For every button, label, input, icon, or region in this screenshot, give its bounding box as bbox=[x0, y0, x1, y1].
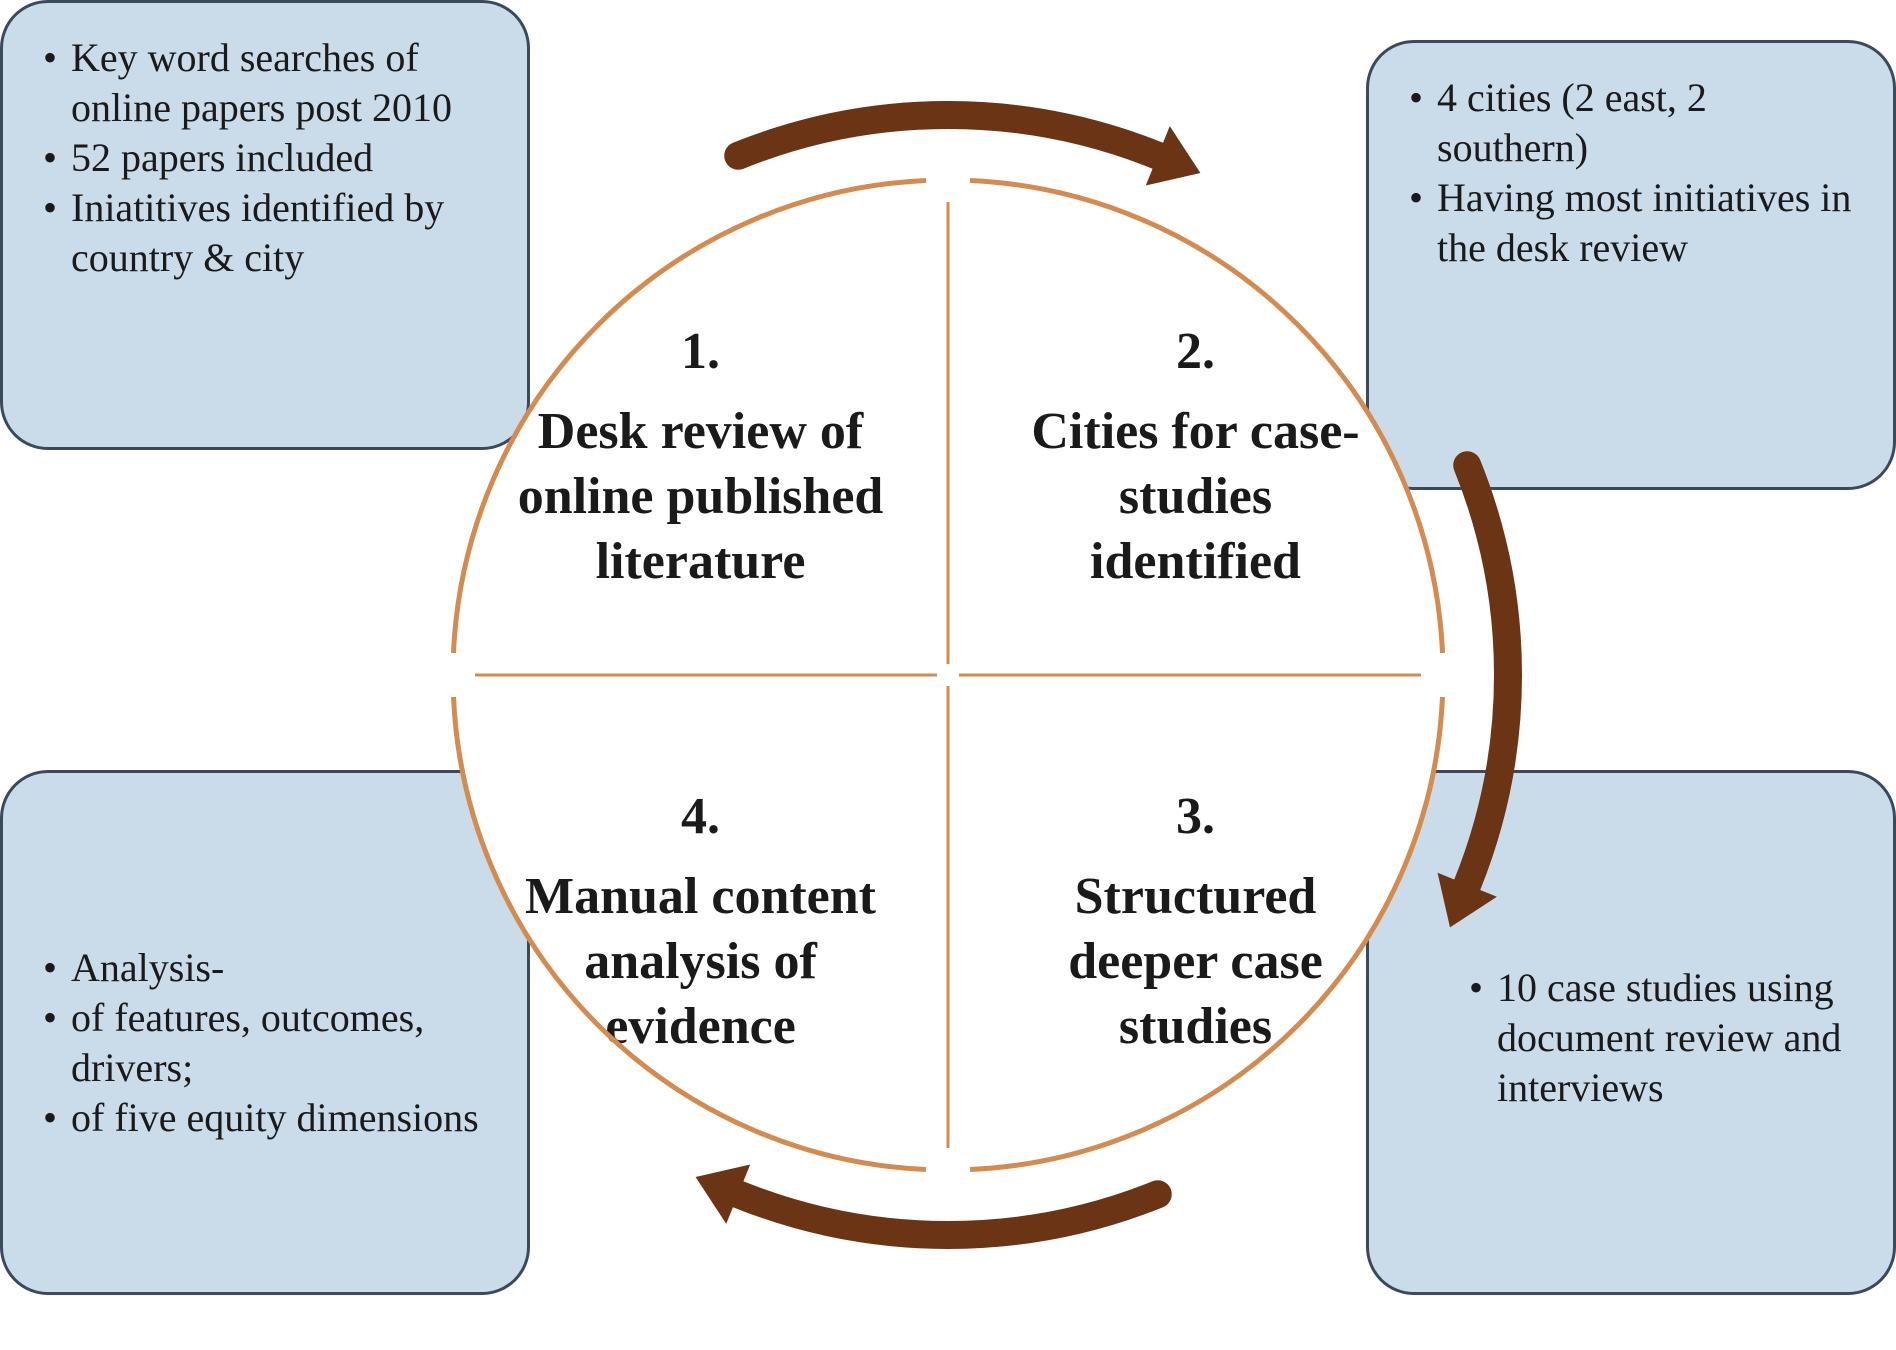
quadrant-4-title: Manual content analysis of evidence bbox=[513, 864, 888, 1059]
box-bottom-left: Analysis- of features, outcomes, drivers… bbox=[0, 770, 530, 1295]
quadrant-3: 3. Structured deeper case studies bbox=[948, 675, 1443, 1170]
list-item: of five equity dimensions bbox=[43, 1093, 487, 1143]
quadrant-3-number: 3. bbox=[1176, 787, 1215, 846]
quadrant-2-number: 2. bbox=[1176, 322, 1215, 381]
box-top-right-list: 4 cities (2 east, 2 southern) Having mos… bbox=[1409, 73, 1853, 273]
list-item: Iniatitives identified by country & city bbox=[43, 183, 487, 283]
quadrant-1-title: Desk review of online published literatu… bbox=[513, 399, 888, 594]
list-item: 4 cities (2 east, 2 southern) bbox=[1409, 73, 1853, 173]
box-top-left-list: Key word searches of online papers post … bbox=[43, 33, 487, 283]
quadrant-4-number: 4. bbox=[681, 787, 720, 846]
diagram-canvas: Key word searches of online papers post … bbox=[0, 0, 1896, 1350]
box-top-left: Key word searches of online papers post … bbox=[0, 0, 530, 450]
list-item: Analysis- bbox=[43, 943, 487, 993]
central-circle: 1. Desk review of online published liter… bbox=[453, 180, 1443, 1170]
quadrant-2: 2. Cities for case-studies identified bbox=[948, 180, 1443, 675]
list-item: 52 papers included bbox=[43, 133, 487, 183]
quadrant-2-title: Cities for case-studies identified bbox=[1008, 399, 1383, 594]
quadrant-1: 1. Desk review of online published liter… bbox=[453, 180, 948, 675]
list-item: Having most initiatives in the desk revi… bbox=[1409, 173, 1853, 273]
box-bottom-left-list: Analysis- of features, outcomes, drivers… bbox=[43, 803, 487, 1143]
box-bottom-right-list: 10 case studies using document review an… bbox=[1409, 803, 1853, 1113]
box-bottom-right: 10 case studies using document review an… bbox=[1366, 770, 1896, 1295]
box-top-right: 4 cities (2 east, 2 southern) Having mos… bbox=[1366, 40, 1896, 490]
quadrant-1-number: 1. bbox=[681, 322, 720, 381]
list-item: of features, outcomes, drivers; bbox=[43, 993, 487, 1093]
list-item: 10 case studies using document review an… bbox=[1469, 963, 1853, 1113]
quadrant-3-title: Structured deeper case studies bbox=[1008, 864, 1383, 1059]
quadrant-4: 4. Manual content analysis of evidence bbox=[453, 675, 948, 1170]
list-item: Key word searches of online papers post … bbox=[43, 33, 487, 133]
